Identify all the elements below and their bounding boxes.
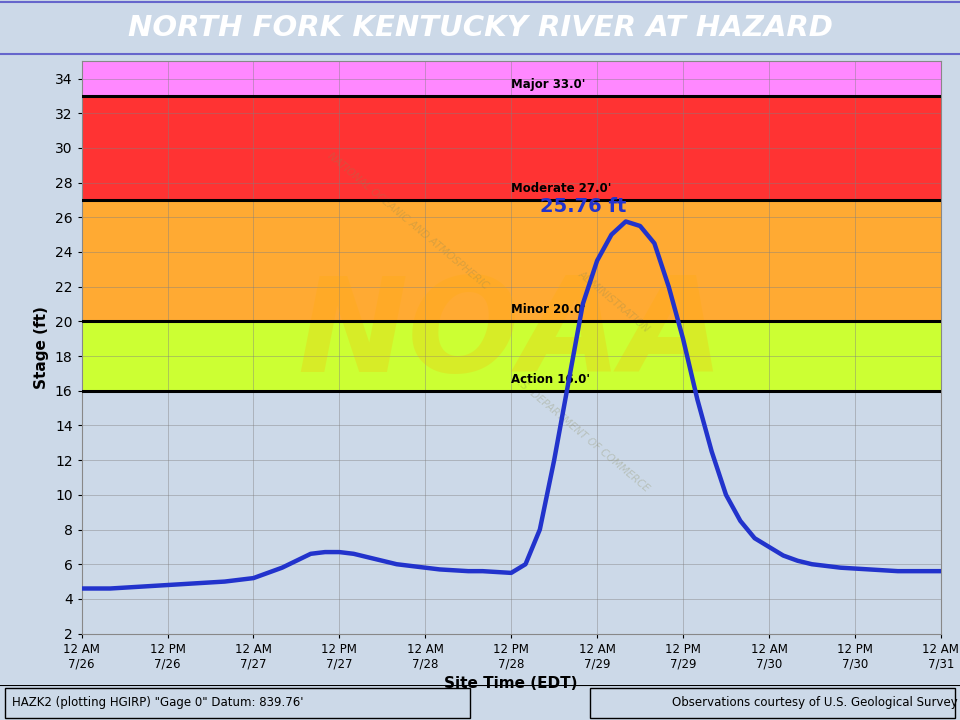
Text: NORTH FORK KENTUCKY RIVER AT HAZARD: NORTH FORK KENTUCKY RIVER AT HAZARD [128, 14, 832, 42]
Bar [82, 96, 941, 200]
Bar [5, 688, 470, 719]
Bar [590, 688, 955, 719]
Text: NOAA: NOAA [298, 272, 725, 400]
Text: Major 33.0': Major 33.0' [511, 78, 586, 91]
Bar [82, 321, 941, 391]
Text: Observations courtesy of U.S. Geological Survey: Observations courtesy of U.S. Geological… [672, 696, 958, 709]
Y-axis label: Stage (ft): Stage (ft) [35, 306, 49, 389]
Text: HAZK2 (plotting HGIRP) "Gage 0" Datum: 839.76': HAZK2 (plotting HGIRP) "Gage 0" Datum: 8… [12, 696, 303, 709]
Bar [82, 53, 941, 96]
Text: NATIONAL OCEANIC AND ATMOSPHERIC: NATIONAL OCEANIC AND ATMOSPHERIC [325, 151, 491, 292]
Text: Moderate 27.0': Moderate 27.0' [511, 181, 612, 194]
Text: U.S. DEPARTMENT OF COMMERCE: U.S. DEPARTMENT OF COMMERCE [509, 373, 651, 494]
Text: Action 16.0': Action 16.0' [511, 372, 590, 386]
Bar [82, 391, 941, 634]
X-axis label: Site Time (EDT): Site Time (EDT) [444, 676, 578, 691]
Text: 25.76 ft: 25.76 ft [540, 197, 626, 216]
Bar [82, 200, 941, 321]
Text: Minor 20.0': Minor 20.0' [511, 303, 586, 316]
Text: ADMINISTRATION: ADMINISTRATION [577, 269, 652, 334]
